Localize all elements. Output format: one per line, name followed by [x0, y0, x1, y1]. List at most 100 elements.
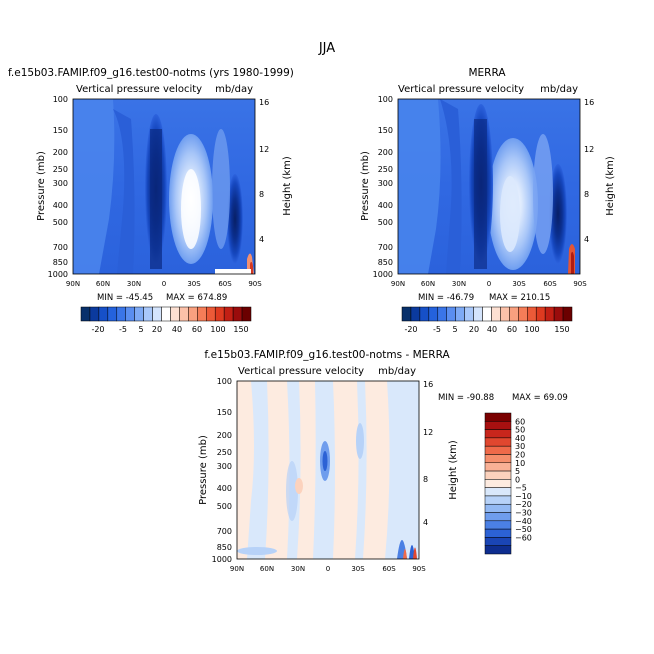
colorbar-swatch [509, 306, 519, 322]
colorbar-swatch [484, 512, 512, 522]
panel-model-y2tick: 16 [259, 98, 269, 107]
colorbar-swatch [134, 306, 144, 322]
panel-merra-y2tick: 16 [584, 98, 594, 107]
colorbar-label: 5 [515, 467, 520, 476]
colorbar-swatch [419, 306, 430, 322]
panel-model-xtick: 60S [218, 280, 232, 288]
panel-model-xtick: 90N [66, 280, 80, 288]
panel-merra-xtick: 90S [573, 280, 587, 288]
colorbar-swatch [152, 306, 162, 322]
panel-diff-max: MAX = 69.09 [512, 393, 568, 403]
panel-merra-y2tick: 8 [584, 190, 589, 199]
panel-merra-xtick: 90N [391, 280, 405, 288]
panel-diff-ytick: 150 [217, 408, 232, 417]
colorbar-label: 150 [233, 325, 248, 334]
colorbar-swatch [544, 306, 555, 322]
panel-model-yaxis: 100 150 200 250 300 400 500 700 850 1000 [48, 95, 68, 279]
colorbar-swatch [484, 520, 512, 530]
panel-diff-ytick: 500 [217, 502, 232, 511]
panel-diff-ylabel: Pressure (mb) [198, 435, 209, 505]
colorbar-swatch [484, 429, 512, 439]
panel-diff-subtitle-right: mb/day [378, 366, 416, 377]
panel-diff-ytick: 200 [217, 431, 232, 440]
colorbar-label: 5 [138, 325, 143, 334]
colorbar-model [80, 306, 252, 322]
panel-merra-ytick: 250 [378, 165, 393, 174]
panel-merra-ytick: 100 [378, 95, 393, 104]
colorbar-swatch [446, 306, 456, 322]
colorbar-swatch [518, 306, 528, 322]
panel-model-y2label: Height (km) [282, 156, 293, 216]
panel-model-ytick: 150 [53, 126, 68, 135]
colorbar-label: 20 [515, 450, 525, 459]
panel-model-ytick: 250 [53, 165, 68, 174]
colorbar-swatch [107, 306, 118, 322]
colorbar-label: −30 [515, 509, 532, 518]
panel-diff-ytick: 850 [217, 543, 232, 552]
panel-diff-xtick: 30N [291, 565, 305, 573]
panel-merra-xtick: 0 [487, 280, 491, 288]
panel-model-subtitle-right: mb/day [215, 84, 253, 95]
panel-diff-ytick: 100 [217, 377, 232, 386]
colorbar-swatch [535, 306, 546, 322]
panel-diff-xtick: 60N [260, 565, 274, 573]
panel-diff-xtick: 0 [326, 565, 330, 573]
colorbar-label: 20 [152, 325, 162, 334]
colorbar-model-labels: -20 -5 5 20 40 60 100 150 [91, 325, 248, 334]
colorbar-label: 60 [192, 325, 202, 334]
panel-merra-ytick: 200 [378, 148, 393, 157]
panel-merra-y2tick: 12 [584, 145, 594, 154]
colorbar-swatch [143, 306, 153, 322]
panel-merra-ytick: 700 [378, 243, 393, 252]
panel-merra-min: MIN = -46.79 [418, 293, 474, 303]
panel-model-ytick: 700 [53, 243, 68, 252]
panel-merra-ylabel: Pressure (mb) [360, 151, 371, 221]
colorbar-swatch [527, 306, 537, 322]
panel-diff-ytick: 700 [217, 527, 232, 536]
panel-diff-ytick: 1000 [212, 555, 232, 564]
panel-diff-y2label: Height (km) [448, 440, 459, 500]
panel-model: f.e15b03.FAMIP.f09_g16.test00-notms (yrs… [8, 67, 294, 303]
panel-merra: MERRA Vertical pressure velocity mb/day … [360, 67, 616, 303]
colorbar-swatch [89, 306, 100, 322]
colorbar-label: −20 [515, 500, 532, 509]
colorbar-label: 5 [452, 325, 457, 334]
panel-model-xtick: 0 [162, 280, 166, 288]
colorbar-swatch [188, 306, 198, 322]
colorbar-swatch [241, 306, 252, 322]
panel-model-xtick: 30S [187, 280, 201, 288]
colorbar-swatch [484, 503, 512, 513]
colorbar-swatch [484, 412, 512, 422]
panel-model-ytick: 300 [53, 179, 68, 188]
panel-model-ytick: 200 [53, 148, 68, 157]
colorbar-swatch [484, 470, 512, 480]
colorbar-swatch [223, 306, 234, 322]
colorbar-swatch [116, 306, 126, 322]
colorbar-diff [484, 412, 512, 555]
colorbar-swatch [464, 306, 474, 322]
panel-merra-title: MERRA [468, 67, 506, 79]
colorbar-label: -5 [433, 325, 441, 334]
colorbar-label: 40 [515, 434, 525, 443]
panel-merra-xtick: 30N [452, 280, 466, 288]
colorbar-merra-labels: -20 -5 5 20 40 60 100 150 [404, 325, 569, 334]
colorbar-swatch [410, 306, 421, 322]
panel-merra-ytick: 500 [378, 218, 393, 227]
panel-model-y2tick: 12 [259, 145, 269, 154]
colorbar-label: −10 [515, 492, 532, 501]
colorbar-swatch [125, 306, 135, 322]
panel-model-ytick: 1000 [48, 270, 68, 279]
colorbar-label: 40 [172, 325, 182, 334]
colorbar-swatch [562, 306, 573, 322]
colorbar-swatch [455, 306, 465, 322]
panel-diff-ytick: 400 [217, 484, 232, 493]
panel-model-max: MAX = 674.89 [166, 293, 227, 303]
colorbar-label: 100 [524, 325, 539, 334]
panel-model-y2tick: 8 [259, 190, 264, 199]
colorbar-label: −40 [515, 517, 532, 526]
colorbar-swatch [553, 306, 564, 322]
panel-merra-xtick: 60S [543, 280, 557, 288]
colorbar-label: 10 [515, 459, 525, 468]
